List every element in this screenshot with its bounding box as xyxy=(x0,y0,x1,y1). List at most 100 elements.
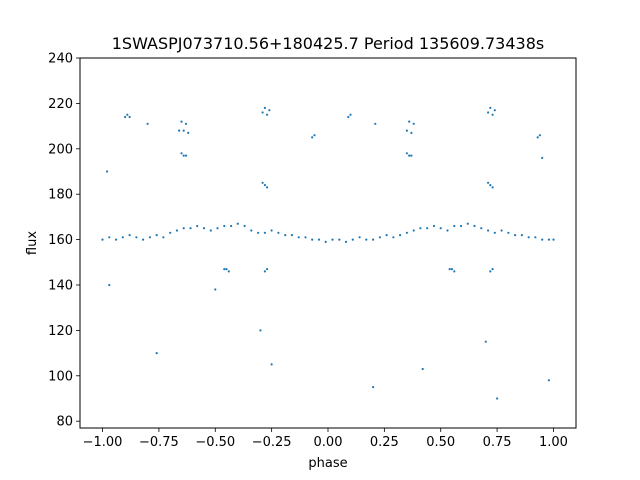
data-point xyxy=(225,268,228,271)
data-point xyxy=(121,236,124,239)
data-point xyxy=(196,224,199,228)
data-point xyxy=(446,229,449,232)
data-point xyxy=(169,231,172,234)
data-point xyxy=(507,231,510,234)
data-point xyxy=(263,106,266,109)
data-point xyxy=(266,113,269,116)
data-point xyxy=(534,236,537,239)
data-point xyxy=(552,238,555,241)
x-tick-label: 1.00 xyxy=(539,435,568,450)
data-point xyxy=(349,113,352,116)
data-point xyxy=(146,122,149,125)
data-point xyxy=(410,131,413,134)
data-point xyxy=(155,352,158,355)
data-point xyxy=(491,268,494,271)
data-point xyxy=(115,238,118,241)
data-point xyxy=(266,268,269,271)
data-point xyxy=(453,224,456,228)
data-point xyxy=(491,113,494,116)
data-point xyxy=(155,234,158,237)
data-point xyxy=(547,379,551,382)
data-point xyxy=(410,154,413,157)
data-point xyxy=(187,131,190,134)
data-point xyxy=(297,236,300,239)
data-point xyxy=(148,236,151,239)
data-point xyxy=(261,181,264,184)
y-tick-label: 100 xyxy=(48,369,73,384)
data-point xyxy=(135,236,138,239)
data-point xyxy=(311,238,314,241)
y-tick-label: 160 xyxy=(48,233,73,248)
x-axis-label: phase xyxy=(308,456,347,471)
data-point xyxy=(405,129,408,132)
x-axis-ticks: −1.00 −0.75 −0.50 −0.25 0.00 0.25 0.50 0.75 1.00 xyxy=(83,428,568,450)
data-point xyxy=(466,222,469,225)
data-point xyxy=(263,270,266,273)
data-point xyxy=(408,154,411,157)
data-point xyxy=(214,288,217,291)
data-point xyxy=(209,229,212,232)
data-point xyxy=(324,240,327,243)
data-point xyxy=(175,229,178,232)
data-point xyxy=(162,236,165,239)
data-point xyxy=(182,154,185,157)
x-tick-label: 0.00 xyxy=(314,435,343,450)
data-point xyxy=(347,115,350,119)
data-point xyxy=(408,120,411,123)
data-point xyxy=(230,224,233,228)
data-point xyxy=(399,234,402,237)
data-point xyxy=(223,268,226,271)
data-point xyxy=(541,238,544,241)
x-tick-label: 0.25 xyxy=(370,435,399,450)
data-point xyxy=(448,268,451,271)
data-point xyxy=(374,122,377,125)
data-point xyxy=(489,270,492,273)
y-axis-ticks: 80 100 120 140 160 180 200 220 240 xyxy=(48,52,80,430)
x-tick-label: −1.00 xyxy=(83,435,123,450)
data-point xyxy=(493,231,496,234)
y-tick-label: 80 xyxy=(56,415,73,430)
chart-title: 1SWASPJ073710.56+180425.7 Period 135609.… xyxy=(112,34,544,53)
data-point xyxy=(372,238,375,241)
data-point xyxy=(500,229,503,232)
data-point xyxy=(419,227,422,230)
data-point xyxy=(284,234,287,237)
data-point xyxy=(392,236,395,239)
y-tick-label: 200 xyxy=(48,142,73,157)
x-tick-label: −0.75 xyxy=(139,435,179,450)
x-tick-label: −0.50 xyxy=(195,435,235,450)
data-point xyxy=(106,170,109,173)
data-point xyxy=(405,231,408,234)
data-point xyxy=(290,234,293,237)
data-point xyxy=(527,236,530,239)
x-tick-label: 0.75 xyxy=(483,435,512,450)
data-point xyxy=(514,234,517,237)
data-point xyxy=(257,231,260,234)
data-point xyxy=(311,136,314,139)
data-point xyxy=(227,270,230,273)
data-point xyxy=(313,134,316,137)
data-point xyxy=(484,340,487,343)
data-point xyxy=(439,227,442,230)
data-point xyxy=(128,234,131,237)
data-point xyxy=(184,122,188,125)
data-point xyxy=(365,238,368,241)
data-point xyxy=(277,231,280,234)
data-point xyxy=(489,184,492,187)
data-point xyxy=(473,224,476,228)
data-point xyxy=(426,227,429,230)
data-point xyxy=(268,109,271,112)
data-point xyxy=(180,152,183,155)
data-point xyxy=(358,236,361,239)
data-point xyxy=(304,236,307,239)
data-point xyxy=(236,222,239,225)
data-point xyxy=(538,134,542,137)
data-point xyxy=(142,238,145,241)
data-point xyxy=(331,238,334,241)
data-point xyxy=(128,115,131,119)
y-tick-label: 220 xyxy=(48,97,73,112)
data-point xyxy=(216,227,219,230)
data-point xyxy=(261,111,264,114)
data-point xyxy=(250,229,253,232)
